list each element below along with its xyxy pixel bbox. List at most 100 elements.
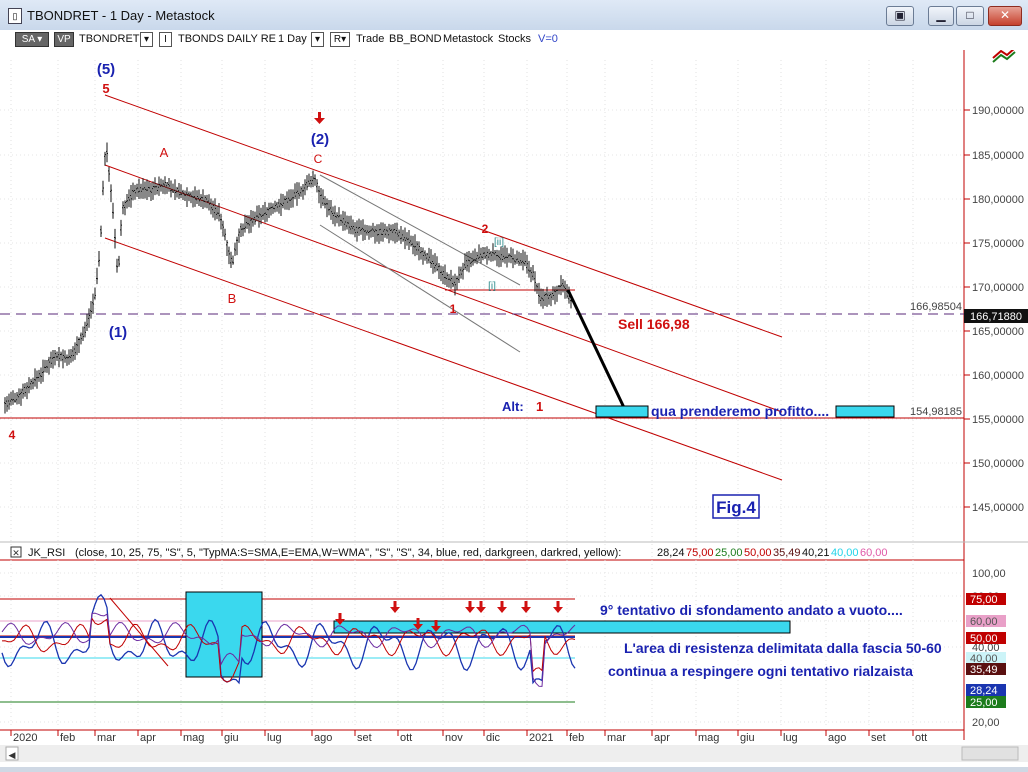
wave-2-blue: (2) [311, 131, 329, 148]
bb-bond-label[interactable]: BB_BOND [389, 33, 442, 45]
indicator-value-tag-label: 40,00 [970, 653, 998, 665]
x-axis-label: 2021 [529, 732, 553, 744]
target-label: qua prenderemo profitto.... [651, 403, 829, 419]
indicator-value-tag [966, 615, 1006, 627]
horizontal-scrollbar[interactable] [0, 745, 1028, 762]
i-box[interactable]: I [159, 32, 172, 47]
down-arrow-icon [393, 601, 397, 607]
indicator-value: 35,49 [773, 547, 801, 559]
indicator-value: 40,00 [831, 547, 859, 559]
x-axis-label: ago [828, 732, 846, 744]
price-axis-label: 160,00000 [972, 370, 1024, 382]
scroll-left-icon[interactable] [5, 746, 19, 761]
indicator-levels [0, 598, 575, 703]
x-axis-label: feb [60, 732, 75, 744]
wave-1-red: 1 [450, 302, 457, 316]
period-dropdown-icon[interactable]: ▾ [311, 32, 324, 47]
x-axis-label: ago [314, 732, 332, 744]
indicator-value: 60,00 [860, 547, 888, 559]
x-axis-label: ott [915, 732, 927, 744]
indicator-value-tag-label: 28,24 [970, 685, 998, 697]
x-axis-label: giu [224, 732, 239, 744]
price-axis-label: 180,00000 [972, 194, 1024, 206]
x-axis-label: mag [183, 732, 204, 744]
current-price-tag [964, 309, 1028, 323]
window-titlebar: ▯ TBONDRET - 1 Day - Metastock ▣ ▁ □ ✕ [0, 0, 1028, 31]
indicator-close-icon[interactable] [10, 546, 22, 558]
chart-name-label[interactable]: TBONDS DAILY RE [178, 33, 277, 45]
indicator-value: 40,21 [802, 547, 830, 559]
down-arrow-icon [314, 112, 325, 124]
trade-label[interactable]: Trade [356, 33, 385, 45]
wave-a: A [160, 145, 169, 160]
indicator-value-tag [966, 663, 1006, 675]
down-arrow-icon [497, 607, 507, 613]
indicator-value-tag-label: 50,00 [970, 633, 998, 645]
down-arrow-icon [553, 607, 563, 613]
restore-chart-icon[interactable]: ▣ [886, 6, 914, 26]
vp-button[interactable]: VP [54, 32, 74, 47]
r-box[interactable]: R▾ [330, 32, 350, 47]
current-price-label: 166,71880 [970, 311, 1022, 323]
x-axis-label: 2020 [13, 732, 37, 744]
indicator-value-tag [966, 696, 1006, 708]
symbol-dropdown-icon[interactable]: ▾ [140, 32, 153, 47]
indicator-values: 28,24 75,00 25,00 50,00 35,49 40,21 40,00 60,00 [657, 547, 888, 559]
rsi-lines [1, 593, 576, 687]
indicator-axis-label: 40,00 [972, 642, 1000, 654]
target-box-right [835, 405, 895, 418]
v-label[interactable]: V=0 [538, 33, 558, 45]
scrollbar-thumb[interactable] [961, 746, 1019, 761]
symbol-label[interactable]: TBONDRET [79, 33, 140, 45]
indicator-axis-label: 100,00 [972, 568, 1006, 580]
down-arrow-icon [465, 607, 475, 613]
indicator-title[interactable]: JK_RSI [28, 547, 65, 559]
x-axis-label: dic [486, 732, 501, 744]
x-axis-label: mag [698, 732, 719, 744]
indicator-value-tag [966, 684, 1006, 696]
period-label[interactable]: 1 Day [278, 33, 307, 45]
chart-area[interactable]: 190,00000 185,00000 180,00000 175,00000 170,… [0, 47, 1028, 767]
indicator-value: 50,00 [744, 547, 772, 559]
fig-label: Fig.4 [716, 498, 756, 517]
close-button[interactable]: ✕ [988, 6, 1022, 26]
chart-toolbar: SA ▾ VP TBONDRET ▾ I TBONDS DAILY RE 1 D… [0, 30, 1028, 50]
stocks-label[interactable]: Stocks [498, 33, 532, 45]
price-axis-label: 175,00000 [972, 238, 1024, 250]
wave-2-red: 2 [482, 222, 489, 236]
chart-canvas[interactable]: 190,00000 185,00000 180,00000 175,00000 170,… [0, 47, 1028, 767]
metastock-label[interactable]: Metastock [443, 33, 494, 45]
sell-label: Sell 166,98 [618, 316, 690, 332]
fig-label-box [712, 494, 760, 519]
down-arrow-icon [468, 601, 472, 607]
x-axis-label: ott [400, 732, 412, 744]
alt-1-label: 1 [536, 399, 543, 414]
trend-tool-icon[interactable] [992, 47, 1016, 63]
indicator-axis-label: 20,00 [972, 717, 1000, 729]
indicator-value-tag [966, 652, 1006, 664]
x-axis-label: nov [445, 732, 463, 744]
sa-button[interactable]: SA ▾ [15, 32, 49, 47]
down-arrow-icon [431, 626, 441, 632]
down-arrow-icon [338, 613, 342, 619]
annotation-1: 9° tentativo di sfondamento andato a vuo… [600, 602, 903, 618]
channel-lines [0, 94, 964, 481]
wave-1-blue: (1) [109, 324, 127, 341]
maximize-button[interactable]: □ [956, 6, 984, 26]
down-arrow-icon [390, 607, 400, 613]
minimize-button[interactable]: ▁ [928, 6, 954, 26]
rsi-line [1, 593, 576, 685]
down-arrow-icon [434, 620, 438, 626]
projection-line [566, 289, 630, 417]
down-arrow-icon [500, 601, 504, 607]
price-axis-label: 145,00000 [972, 502, 1024, 514]
down-arrow-icon [556, 601, 560, 607]
indicator-value-tag [966, 632, 1006, 644]
x-axis-label: feb [569, 732, 584, 744]
indicator-value-tag-label: 25,00 [970, 697, 998, 709]
down-arrow-icon [476, 607, 486, 613]
down-arrow-icon [479, 601, 483, 607]
wave-ii: [ii] [494, 237, 504, 248]
price-axis-label: 185,00000 [972, 150, 1024, 162]
price-gridlines [0, 109, 964, 508]
